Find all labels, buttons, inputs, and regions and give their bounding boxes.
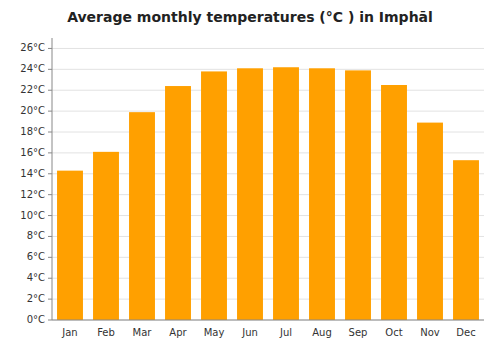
x-ticks: Jan Feb Mar Apr May Jun Jul Aug Sep Oct Nov Dec (61, 327, 475, 338)
y-tick-label: 22°C (20, 84, 45, 95)
bar (381, 85, 407, 320)
chart-container: 0°C 2°C 4°C 6°C 8°C 10°C 12°C 14°C 16°C 18°C 20°C 2… (0, 0, 500, 350)
x-tick-label: May (204, 327, 225, 338)
bar (129, 112, 155, 320)
y-tick (48, 111, 52, 112)
page: {"chart_data": {"type": "bar", "title": … (0, 0, 500, 350)
grid-line (52, 90, 484, 91)
y-tick (48, 69, 52, 70)
grid-line (52, 69, 484, 70)
chart-svg: 0°C 2°C 4°C 6°C 8°C 10°C 12°C 14°C 16°C 18°C 20°C 2… (0, 0, 500, 350)
y-tick (48, 48, 52, 49)
bars (57, 67, 479, 320)
y-tick-label: 0°C (27, 314, 45, 325)
y-tick-label: 14°C (20, 168, 45, 179)
x-tick-label: Jun (241, 327, 258, 338)
x-tick-label: Mar (133, 327, 153, 338)
title: Average monthly temperatures (°C ) in Im… (67, 9, 433, 25)
grid-line (52, 320, 484, 321)
y-tick (48, 236, 52, 237)
x-tick-label: Apr (169, 327, 187, 338)
x-tick-label: Jan (61, 327, 77, 338)
y-tick-label: 8°C (27, 230, 45, 241)
y-tick-label: 12°C (20, 189, 45, 200)
bar (237, 68, 263, 320)
x-tick-label: Dec (456, 327, 475, 338)
bar (165, 86, 191, 320)
y-tick (48, 194, 52, 195)
y-ticks: 0°C 2°C 4°C 6°C 8°C 10°C 12°C 14°C 16°C 18°C 20°C 2… (20, 42, 52, 325)
y-axis-line (52, 38, 53, 320)
y-tick (48, 299, 52, 300)
x-tick-label: Nov (420, 327, 440, 338)
grid-line (52, 111, 484, 112)
y-tick-label: 10°C (20, 210, 45, 221)
bar (201, 71, 227, 320)
y-tick-label: 2°C (27, 293, 45, 304)
y-grid (52, 48, 484, 320)
bar (273, 67, 299, 320)
y-tick-label: 18°C (20, 126, 45, 137)
bar (57, 171, 83, 320)
y-tick (48, 215, 52, 216)
y-tick-label: 26°C (20, 42, 45, 53)
y-tick (48, 278, 52, 279)
y-tick-label: 16°C (20, 147, 45, 158)
bar (309, 68, 335, 320)
x-tick-label: Jul (279, 327, 292, 338)
x-axis-line (52, 320, 484, 321)
y-tick-label: 24°C (20, 63, 45, 74)
y-tick-label: 20°C (20, 105, 45, 116)
bar (93, 152, 119, 320)
x-tick-label: Aug (312, 327, 332, 338)
x-tick-label: Oct (385, 327, 402, 338)
y-tick-label: 4°C (27, 272, 45, 283)
y-tick (48, 320, 52, 321)
y-tick (48, 90, 52, 91)
grid-line (52, 48, 484, 49)
y-tick (48, 132, 52, 133)
bar (417, 123, 443, 320)
y-tick (48, 152, 52, 153)
y-tick-label: 6°C (27, 251, 45, 262)
x-tick-label: Sep (349, 327, 368, 338)
y-tick (48, 257, 52, 258)
y-tick (48, 173, 52, 174)
bar (453, 160, 479, 320)
x-tick-label: Feb (97, 327, 115, 338)
bar (345, 70, 371, 320)
